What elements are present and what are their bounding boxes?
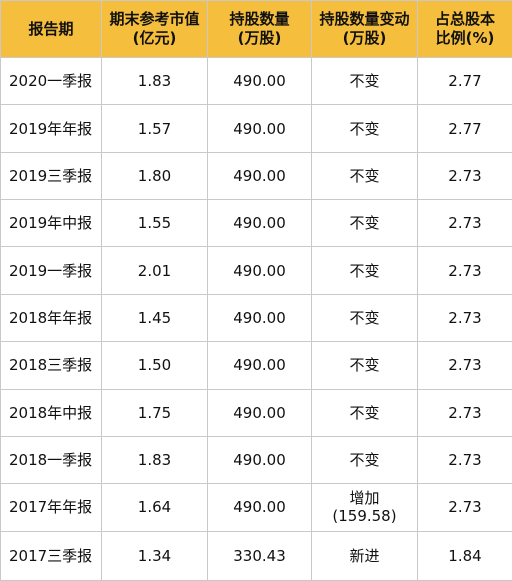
cell-change-label: 增加: [349, 489, 380, 508]
cell-period: 2017年年报: [0, 483, 102, 532]
cell-period: 2020一季报: [0, 56, 102, 106]
cell-market-value: 1.64: [101, 483, 208, 532]
header-change-label: 持股数量变动: [319, 10, 410, 28]
header-ratio-label: 占总股本: [434, 10, 495, 28]
cell-period: 2018年年报: [0, 293, 102, 343]
header-shares-label: 持股数量: [229, 10, 290, 28]
header-market-value-unit: (亿元): [132, 29, 177, 47]
cell-market-value: 1.50: [101, 341, 208, 390]
header-change-unit: (万股): [342, 29, 387, 47]
cell-market-value: 1.55: [101, 199, 208, 248]
cell-change: 不变: [311, 104, 418, 153]
header-market-value: 期末参考市值 (亿元): [101, 0, 208, 58]
header-shares: 持股数量 (万股): [207, 0, 312, 58]
cell-market-value: 1.83: [101, 56, 208, 106]
cell-ratio: 2.73: [417, 341, 512, 390]
cell-shares: 490.00: [207, 435, 312, 485]
cell-ratio: 2.77: [417, 56, 512, 106]
cell-change: 不变: [311, 199, 418, 248]
cell-shares: 490.00: [207, 199, 312, 248]
cell-market-value: 2.01: [101, 246, 208, 295]
cell-period: 2019三季报: [0, 151, 102, 201]
header-shares-unit: (万股): [237, 29, 282, 47]
table-row: 2019年中报 1.55 490.00 不变 2.73: [0, 199, 512, 248]
cell-shares: 490.00: [207, 483, 312, 532]
table-row: 2018年中报 1.75 490.00 不变 2.73: [0, 388, 512, 437]
cell-change: 不变: [311, 56, 418, 106]
cell-change: 不变: [311, 293, 418, 343]
table-row: 2019年年报 1.57 490.00 不变 2.77: [0, 104, 512, 153]
cell-period: 2018一季报: [0, 435, 102, 485]
cell-market-value: 1.45: [101, 293, 208, 343]
cell-market-value: 1.75: [101, 388, 208, 437]
cell-ratio: 2.73: [417, 483, 512, 532]
cell-change: 新进: [311, 530, 418, 581]
table-row: 2018三季报 1.50 490.00 不变 2.73: [0, 341, 512, 390]
cell-ratio: 2.73: [417, 246, 512, 295]
cell-period: 2018三季报: [0, 341, 102, 390]
cell-market-value: 1.80: [101, 151, 208, 201]
cell-change: 不变: [311, 388, 418, 437]
table-row: 2019三季报 1.80 490.00 不变 2.73: [0, 151, 512, 201]
cell-change: 不变: [311, 246, 418, 295]
cell-ratio: 2.73: [417, 199, 512, 248]
cell-ratio: 2.73: [417, 388, 512, 437]
cell-shares: 490.00: [207, 293, 312, 343]
cell-change: 不变: [311, 341, 418, 390]
table-header-row: 报告期 期末参考市值 (亿元) 持股数量 (万股) 持股数量变动 (万股) 占总…: [0, 0, 512, 58]
header-period: 报告期: [0, 0, 102, 58]
cell-market-value: 1.57: [101, 104, 208, 153]
cell-shares: 490.00: [207, 56, 312, 106]
cell-period: 2019年年报: [0, 104, 102, 153]
cell-period: 2019一季报: [0, 246, 102, 295]
cell-change: 不变: [311, 435, 418, 485]
header-market-value-label: 期末参考市值: [109, 10, 200, 28]
cell-period: 2017三季报: [0, 530, 102, 581]
cell-ratio: 2.73: [417, 293, 512, 343]
header-ratio: 占总股本 比例(%): [417, 0, 512, 58]
cell-ratio: 2.73: [417, 151, 512, 201]
table-row: 2019一季报 2.01 490.00 不变 2.73: [0, 246, 512, 295]
cell-change-amount: (159.58): [332, 507, 397, 526]
cell-period: 2018年中报: [0, 388, 102, 437]
cell-change: 增加 (159.58): [311, 483, 418, 532]
cell-shares: 490.00: [207, 104, 312, 153]
cell-change: 不变: [311, 151, 418, 201]
header-period-label: 报告期: [28, 19, 74, 38]
cell-market-value: 1.34: [101, 530, 208, 581]
cell-shares: 490.00: [207, 388, 312, 437]
cell-shares: 490.00: [207, 341, 312, 390]
cell-ratio: 1.84: [417, 530, 512, 581]
table-row: 2017三季报 1.34 330.43 新进 1.84: [0, 530, 512, 581]
cell-ratio: 2.77: [417, 104, 512, 153]
cell-shares: 490.00: [207, 151, 312, 201]
cell-shares: 490.00: [207, 246, 312, 295]
cell-market-value: 1.83: [101, 435, 208, 485]
table-row: 2018一季报 1.83 490.00 不变 2.73: [0, 435, 512, 485]
header-change: 持股数量变动 (万股): [311, 0, 418, 58]
table-row: 2017年年报 1.64 490.00 增加 (159.58) 2.73: [0, 483, 512, 532]
cell-shares: 330.43: [207, 530, 312, 581]
table-row: 2018年年报 1.45 490.00 不变 2.73: [0, 293, 512, 343]
cell-ratio: 2.73: [417, 435, 512, 485]
cell-period: 2019年中报: [0, 199, 102, 248]
header-ratio-unit: 比例(%): [435, 29, 495, 47]
table-row: 2020一季报 1.83 490.00 不变 2.77: [0, 56, 512, 106]
